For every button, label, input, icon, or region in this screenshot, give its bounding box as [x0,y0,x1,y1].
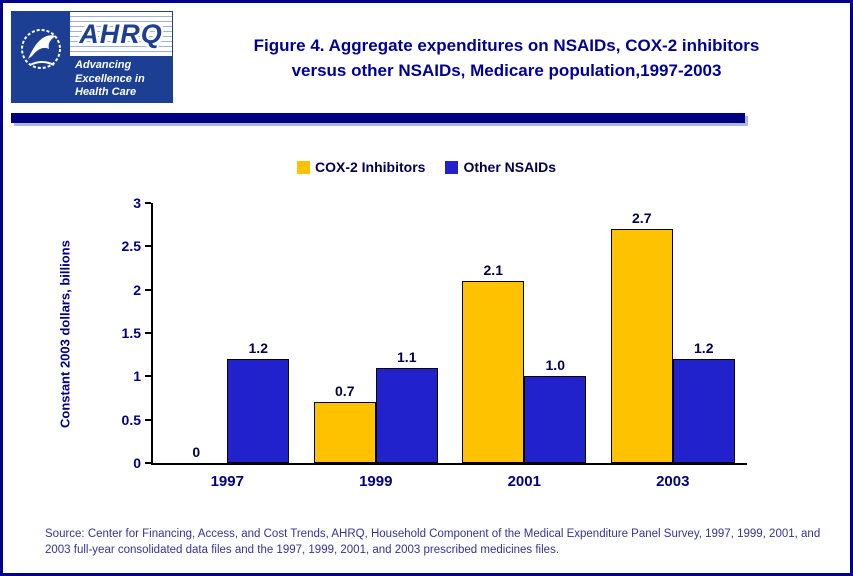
bar-slot: 1.1 [375,203,438,463]
y-tick-mark [145,375,151,378]
legend-item-cox-2-inhibitors: COX-2 Inhibitors [296,159,426,175]
bar-value-label: 1.0 [545,357,565,373]
y-tick-label: 2 [133,281,141,298]
figure-title-line2: versus other NSAIDs, Medicare population… [291,61,722,80]
y-tick-label: 1 [133,368,141,385]
ahrq-wordmark: AHRQ [79,18,163,49]
y-tick-mark [145,288,151,291]
hhs-eagle-icon [21,29,61,69]
bar-group-1999: 0.7 1.1 [302,203,451,463]
x-tick-label-2001: 2001 [507,473,541,490]
bar-cox-2-inhibitors-2001 [462,281,525,463]
bar-group-2003: 2.7 1.2 [599,203,748,463]
y-axis-title: Constant 2003 dollars, billions [57,240,73,428]
y-tick-label: 0.5 [121,411,141,428]
ahrq-tagline: Advancing Excellence in Health Care [70,56,172,102]
y-tick-mark [145,245,151,248]
bar-cox-2-inhibitors-2003 [610,229,673,463]
figure-title-line1: Figure 4. Aggregate expenditures on NSAI… [253,36,760,56]
bar-group-2001: 2.1 1.0 [450,203,599,463]
plot-area: 0 1.2 0.7 1.1 2.1 1.0 2.7 1.2 1997 1999 2001 2003 … [122,195,747,490]
figure-title: Figure 4. Aggregate expenditures on NSAI… [173,11,840,107]
bar-value-label: 1.2 [248,340,268,356]
bar-cox-2-inhibitors-1999 [313,402,376,463]
header-divider-bar [11,113,745,123]
ahrq-speedlines: AHRQ [70,12,172,57]
bar-groups: 0 1.2 0.7 1.1 2.1 1.0 2.7 1.2 [153,203,747,463]
hhs-seal-icon [12,12,70,102]
bar-value-label: 0 [192,444,201,460]
bar-slot: 1.0 [524,203,587,463]
x-tick-label-1999: 1999 [359,473,393,490]
bar-other-nsaids-2003 [672,359,735,463]
chart-legend: COX-2 Inhibitors Other NSAIDs [3,159,850,175]
ahrq-wordmark-block: AHRQ Advancing Excellence in Health Care [70,12,172,102]
bar-slot: 1.2 [227,203,290,463]
bar-other-nsaids-1997 [227,359,290,463]
bar-value-label: 2.7 [632,210,652,226]
bar-slot: 2.1 [462,203,525,463]
y-tick-label: 0 [133,455,141,471]
bar-slot: 2.7 [610,203,673,463]
x-tick-label-2003: 2003 [656,473,690,490]
bar-slot: 1.2 [672,203,735,463]
legend-label: Other NSAIDs [463,159,557,175]
bar-value-label: 0.7 [335,383,355,399]
bar-group-1997: 0 1.2 [153,203,302,463]
legend-label: COX-2 Inhibitors [314,159,426,175]
y-tick-label: 1.5 [121,325,141,341]
y-tick-label: 2.5 [121,238,141,255]
header: AHRQ Advancing Excellence in Health Care… [11,11,840,107]
x-tick-label-1997: 1997 [210,473,244,490]
bar-value-label: 1.2 [694,340,714,356]
bar-slot: 0 [165,203,227,463]
bar-slot: 0.7 [313,203,376,463]
ahrq-logo: AHRQ Advancing Excellence in Health Care [11,11,173,103]
y-tick-mark [145,418,151,421]
source-note: Source: Center for Financing, Access, an… [45,528,821,557]
bar-other-nsaids-1999 [375,368,438,463]
legend-item-other-nsaids: Other NSAIDs [445,159,556,175]
y-tick-mark [145,462,151,464]
y-tick-mark [145,202,151,204]
bar-value-label: 1.1 [397,349,417,365]
legend-swatch-icon [296,160,310,174]
y-tick-mark [145,332,151,334]
bar-value-label: 2.1 [483,262,503,278]
bar-other-nsaids-2001 [524,376,587,463]
legend-swatch-icon [445,160,459,174]
y-tick-label: 3 [133,195,141,211]
x-axis-labels: 1997 1999 2001 2003 [153,473,747,490]
